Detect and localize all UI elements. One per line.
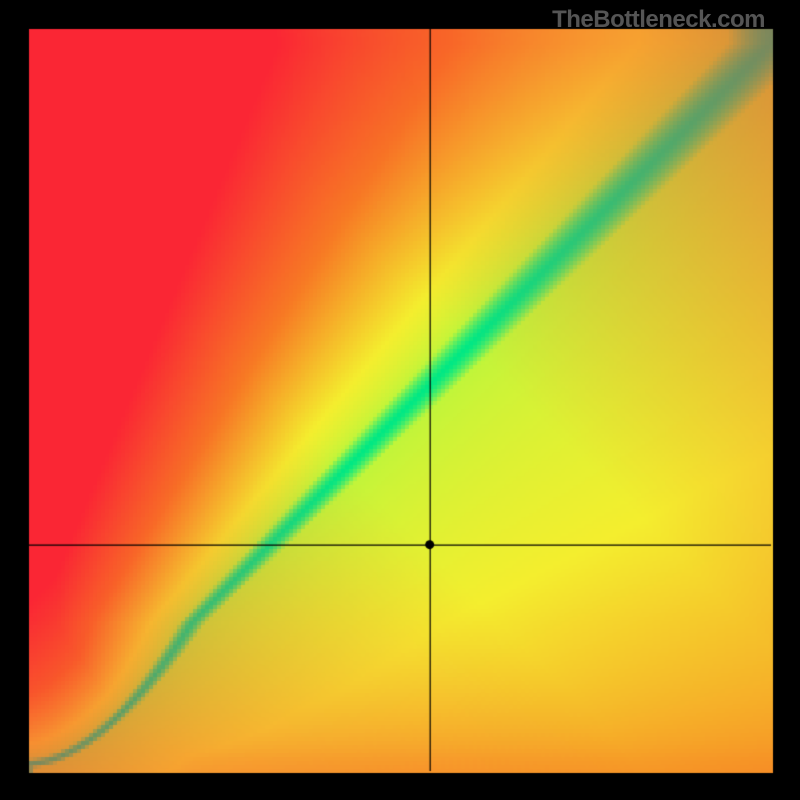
heatmap-canvas <box>0 0 800 800</box>
chart-container: TheBottleneck.com <box>0 0 800 800</box>
watermark: TheBottleneck.com <box>552 6 765 34</box>
